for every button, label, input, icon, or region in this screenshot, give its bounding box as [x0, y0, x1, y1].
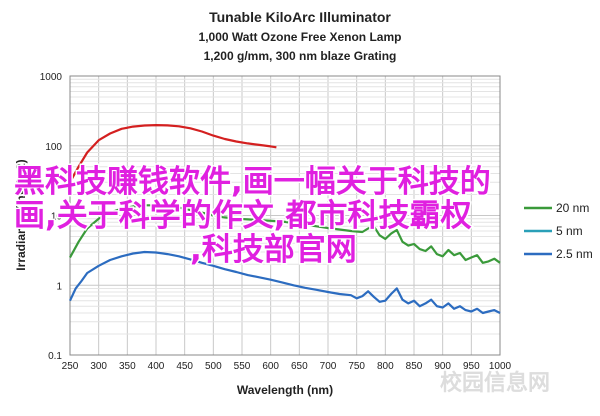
x-tick-label: 350	[119, 361, 136, 372]
x-tick-label: 650	[291, 361, 308, 372]
x-tick-label: 700	[320, 361, 337, 372]
y-tick-label: 100	[45, 142, 62, 153]
x-tick-label: 1000	[489, 361, 512, 372]
x-tick-label: 950	[463, 361, 480, 372]
series-lines	[69, 123, 501, 315]
x-tick-label: 250	[62, 361, 79, 372]
series-line-2	[69, 204, 501, 264]
x-tick-label: 300	[90, 361, 107, 372]
y-tick-label: 1	[56, 281, 62, 292]
x-tick-label: 850	[406, 361, 423, 372]
x-tick-label: 400	[148, 361, 165, 372]
y-tick-label: 10	[51, 212, 63, 223]
overlay-line-3: ,科技部官网	[190, 232, 357, 268]
legend-label-3: 5 nm	[556, 224, 583, 238]
y-tick-label: 0.1	[48, 351, 62, 362]
x-axis-label: Wavelength (nm)	[237, 383, 333, 397]
chart-subtitle-2: 1,200 g/mm, 300 nm blaze Grating	[204, 49, 397, 63]
y-tick-label: 1000	[40, 72, 63, 83]
legend: 20 nm 5 nm 2.5 nm	[524, 201, 593, 261]
x-tick-label: 500	[205, 361, 222, 372]
x-tick-label: 450	[176, 361, 193, 372]
plot-frame	[69, 75, 501, 356]
x-tick-label: 900	[434, 361, 451, 372]
x-tick-label: 750	[348, 361, 365, 372]
chart-subtitle-1: 1,000 Watt Ozone Free Xenon Lamp	[199, 30, 402, 44]
x-tick-label: 550	[234, 361, 251, 372]
tick-labels: 250 300 350 400 450 500 550 600 650 700 750 800 850 9…	[40, 72, 512, 372]
overlay-line-2: 画,关于科学的作文,都市科技霸权	[14, 198, 472, 234]
watermark: 校园信息网	[440, 370, 550, 396]
legend-label-4: 2.5 nm	[556, 247, 593, 261]
x-tick-label: 800	[377, 361, 394, 372]
series-line-4	[69, 250, 501, 315]
x-tick-label: 600	[262, 361, 279, 372]
chart-title: Tunable KiloArc Illuminator	[209, 9, 391, 25]
overlay-line-1: 黑科技赚钱软件,画一幅关于科技的	[14, 164, 491, 200]
series-line-1	[69, 123, 277, 183]
y-axis-label: Irradiance (mW/m2)	[14, 159, 28, 270]
legend-label-2: 20 nm	[556, 201, 589, 215]
